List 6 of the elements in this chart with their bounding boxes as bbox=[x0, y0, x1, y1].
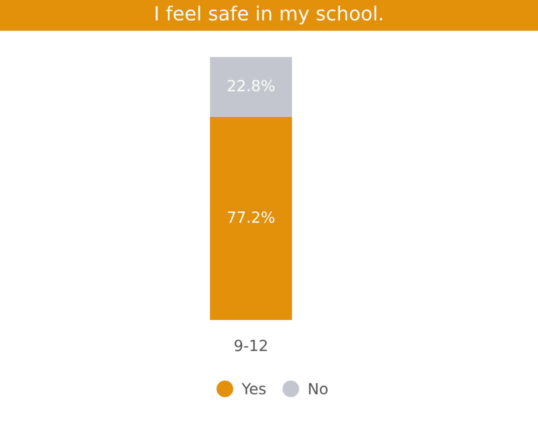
legend-label: Yes bbox=[242, 383, 266, 394]
x-tick-label: 9-12 bbox=[234, 340, 267, 352]
data-label: 22.8% bbox=[228, 80, 274, 92]
legend-label: No bbox=[309, 383, 328, 394]
data-label: 77.2% bbox=[228, 211, 274, 223]
chart-title: I feel safe in my school. bbox=[156, 6, 382, 24]
